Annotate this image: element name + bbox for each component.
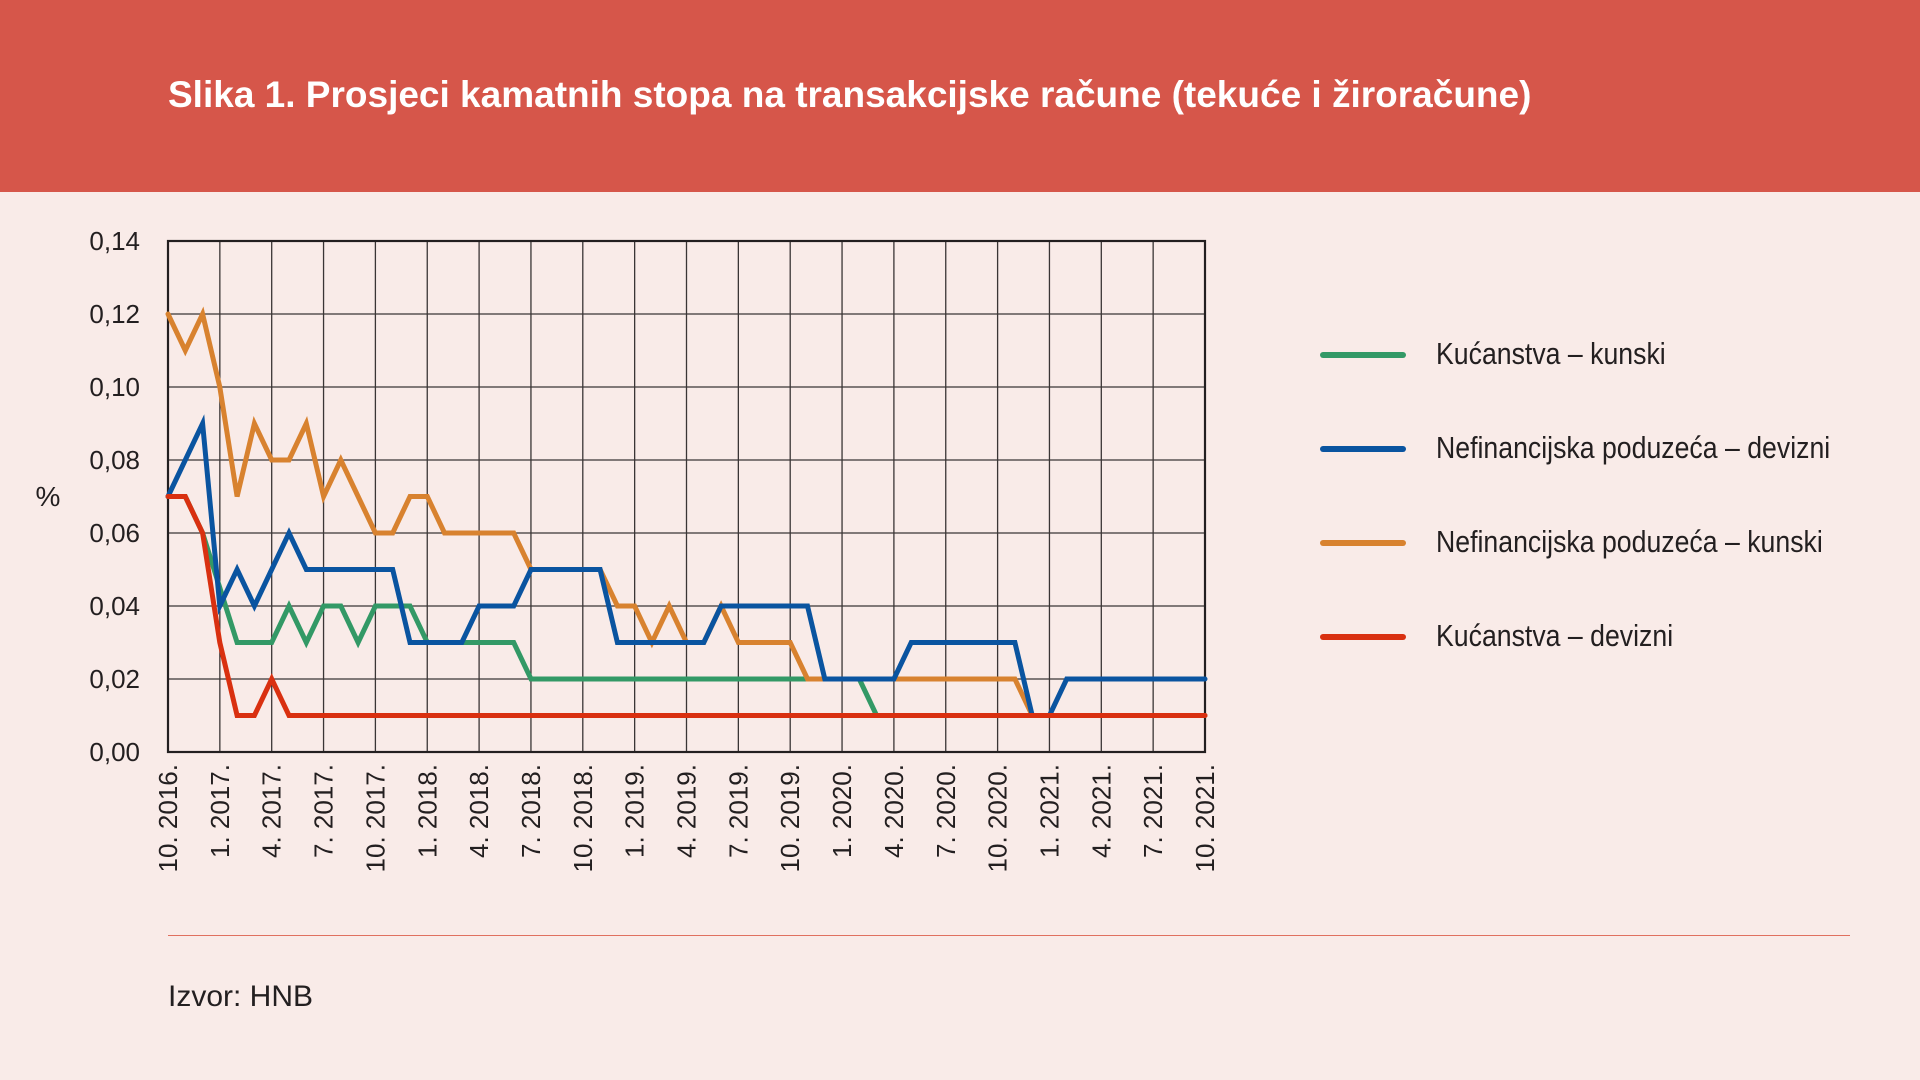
x-tick-label: 10. 2016. [153, 764, 183, 872]
x-tick-label: 7. 2018. [516, 764, 546, 858]
x-tick-label: 7. 2019. [723, 764, 753, 858]
x-tick-label: 10. 2017. [360, 764, 390, 872]
x-tick-label: 1. 2020. [827, 764, 857, 858]
y-tick-label: 0,00 [89, 737, 140, 767]
y-axis-label: % [36, 481, 61, 512]
x-tick-label: 1. 2019. [620, 764, 650, 858]
y-tick-label: 0,04 [89, 591, 140, 621]
series-line [165, 494, 1208, 718]
x-tick-label: 1. 2021. [1034, 764, 1064, 858]
y-tick-label: 0,02 [89, 664, 140, 694]
x-tick-label: 4. 2019. [672, 764, 702, 858]
y-tick-label: 0,08 [89, 445, 140, 475]
x-tick-label: 7. 2021. [1138, 764, 1168, 858]
y-tick-label: 0,14 [89, 226, 140, 256]
legend-label: Kućanstva – kunski [1436, 336, 1666, 371]
legend-label: Kućanstva – devizni [1436, 618, 1674, 653]
legend-item-nefinancijska-devizni: Nefinancijska poduzeća – devizni [1318, 424, 1918, 474]
y-tick-label: 0,12 [89, 299, 140, 329]
source-note: Izvor: HNB [168, 980, 314, 1013]
legend-label: Nefinancijska poduzeća – devizni [1436, 430, 1831, 465]
header-banner: Slika 1. Prosjeci kamatnih stopa na tran… [0, 0, 1920, 192]
legend-swatch-green [1320, 352, 1406, 358]
x-tick-label: 10. 2018. [568, 764, 598, 872]
y-tick-label: 0,06 [89, 518, 140, 548]
x-tick-label: 4. 2020. [879, 764, 909, 858]
x-tick-label: 10. 2020. [983, 764, 1013, 872]
legend-swatch-red [1320, 634, 1406, 640]
x-tick-label: 1. 2017. [205, 764, 235, 858]
x-tick-label: 7. 2017. [309, 764, 339, 858]
x-tick-label: 7. 2020. [931, 764, 961, 858]
legend-item-nefinancijska-kunski: Nefinancijska poduzeća – kunski [1318, 518, 1918, 568]
legend-swatch-orange [1320, 540, 1406, 546]
figure-title: Slika 1. Prosjeci kamatnih stopa na tran… [168, 74, 1532, 115]
x-tick-label: 4. 2017. [257, 764, 287, 858]
x-tick-label: 4. 2021. [1086, 764, 1116, 858]
x-tick-label: 10. 2021. [1190, 764, 1220, 872]
legend-item-kucanstva-devizni: Kućanstva – devizni [1318, 612, 1918, 662]
legend-item-kucanstva-kunski: Kućanstva – kunski [1318, 330, 1918, 380]
x-tick-label: 1. 2018. [412, 764, 442, 858]
legend-swatch-blue [1320, 446, 1406, 452]
y-tick-label: 0,10 [89, 372, 140, 402]
x-tick-label: 10. 2019. [775, 764, 805, 872]
divider [168, 935, 1850, 936]
legend-label: Nefinancijska poduzeća – kunski [1436, 524, 1823, 559]
x-tick-label: 4. 2018. [464, 764, 494, 858]
